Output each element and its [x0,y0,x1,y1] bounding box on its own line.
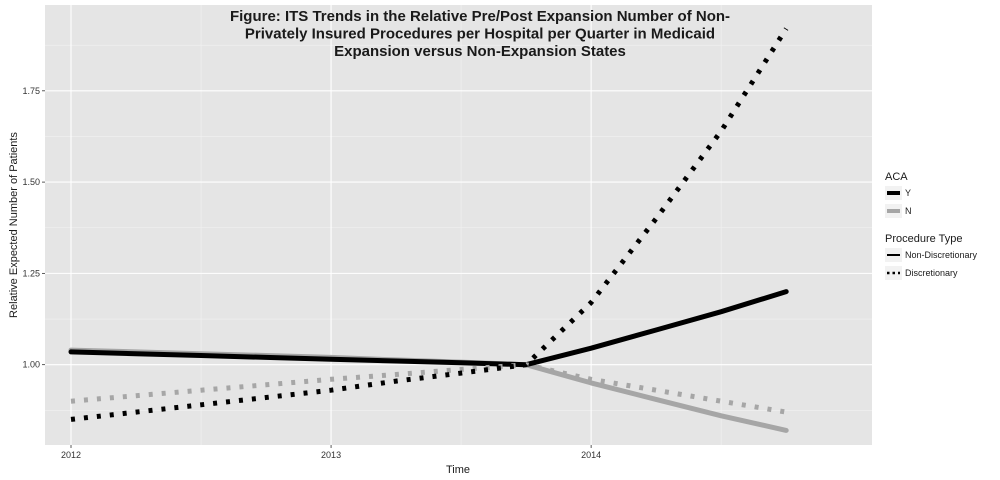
legend-label-aca-y: Y [905,188,911,198]
chart-title-line-1: Figure: ITS Trends in the Relative Pre/P… [230,8,730,25]
legend-label-discretionary: Discretionary [905,268,958,278]
x-axis-title: Time [446,464,470,476]
grid-minor [45,5,872,445]
legend-title-aca: ACA [885,171,908,183]
legend-label-non-discretionary: Non-Discretionary [905,250,978,260]
series-line-discretionary-aca-y [70,27,789,422]
y-tick-label: 1.50 [22,177,40,187]
x-tick-label: 2012 [61,450,81,460]
plot-panel [45,5,872,445]
y-tick-label: 1.25 [22,268,40,278]
series-layer [68,27,789,433]
grid-major [45,5,872,445]
legend-title-procedure-type: Procedure Type [885,233,962,245]
legend: ACA Y N Procedure Type Non-Discretionary… [885,171,978,280]
chart-title-line-2: Privately Insured Procedures per Hospita… [245,26,715,43]
legend-label-aca-n: N [905,206,912,216]
chart-title-line-3: Expansion versus Non-Expansion States [334,43,626,60]
y-tick-label: 1.00 [22,360,40,370]
series-line-discretionary-aca-n [70,362,787,415]
x-axis: 2012 2013 2014 [61,445,601,460]
y-axis: 1.00 1.25 1.50 1.75 [22,86,45,370]
y-axis-title: Relative Expected Number of Patients [8,132,20,318]
y-tick-label: 1.75 [22,86,40,96]
series-line-non-discretionary-aca-y [68,289,789,368]
x-tick-label: 2013 [321,450,341,460]
x-tick-label: 2014 [581,450,601,460]
